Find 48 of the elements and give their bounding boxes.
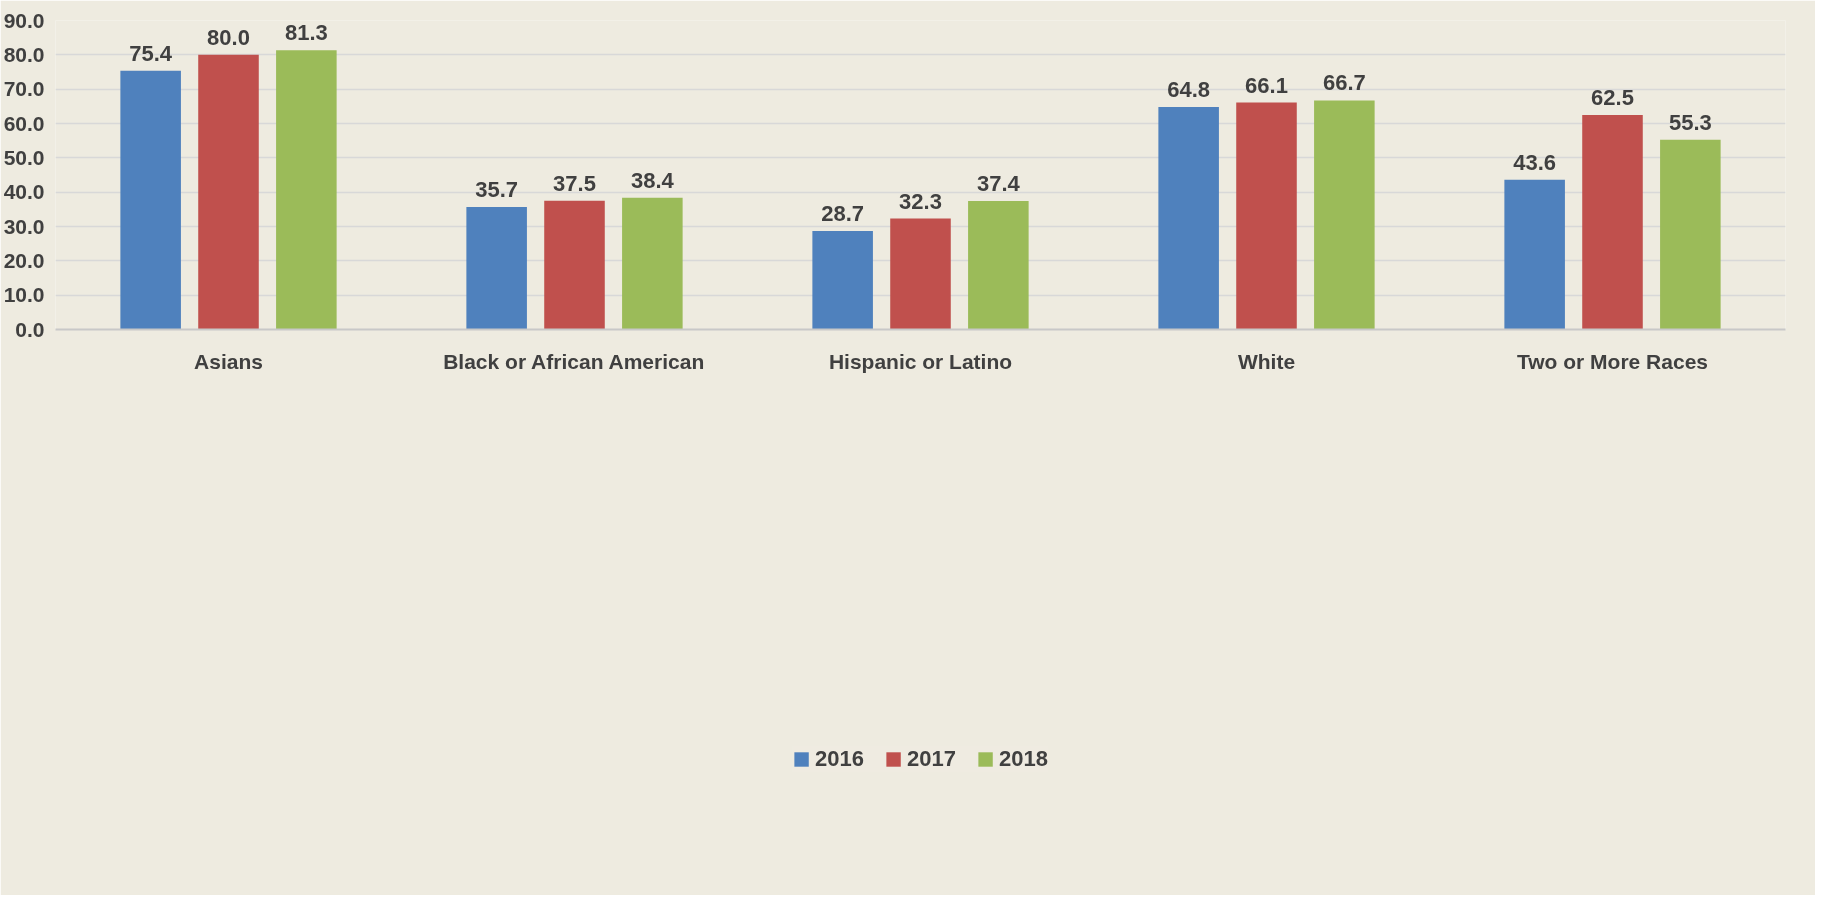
data-label: 80.0: [207, 24, 250, 50]
bar: [276, 50, 337, 330]
x-tick-label: Asians: [194, 349, 263, 373]
bar: [466, 206, 527, 330]
bar: [1158, 107, 1219, 330]
bar: [1504, 179, 1565, 330]
y-tick-label: 40.0: [3, 180, 45, 204]
data-label: 37.4: [976, 171, 1021, 197]
bar: [812, 230, 873, 330]
x-tick-label: Two or More Races: [1517, 349, 1709, 373]
bar: [1660, 139, 1721, 330]
data-label: 43.6: [1513, 149, 1557, 175]
data-label: 38.4: [630, 167, 675, 193]
y-tick-label: 50.0: [3, 145, 45, 169]
data-label: 62.5: [1591, 84, 1634, 110]
legend-label: 2018: [998, 745, 1048, 772]
data-label: 64.8: [1167, 77, 1211, 103]
y-tick-label: 70.0: [3, 77, 45, 101]
bar: [1582, 114, 1643, 330]
data-label: 35.7: [475, 176, 519, 202]
bar: [544, 200, 605, 330]
data-label: 75.4: [129, 40, 173, 66]
y-tick-label: 60.0: [3, 111, 45, 135]
bar: [622, 197, 683, 330]
x-tick-label: Hispanic or Latino: [828, 349, 1013, 373]
bar: [1314, 100, 1375, 330]
y-tick-label: 0.0: [15, 317, 45, 341]
legend-label: 2017: [907, 745, 956, 772]
y-tick-label: 80.0: [3, 42, 45, 66]
x-tick-label: White: [1237, 349, 1296, 373]
bar: [120, 70, 181, 330]
legend-label: 2016: [815, 745, 865, 772]
y-tick-label: 20.0: [3, 248, 45, 272]
bar: [1236, 102, 1297, 330]
bar: [968, 201, 1029, 330]
y-tick-label: 90.0: [3, 8, 45, 32]
bar: [198, 54, 259, 330]
data-label: 66.1: [1245, 72, 1288, 98]
bar: [890, 218, 951, 330]
data-label: 32.3: [899, 188, 942, 214]
data-label: 66.7: [1322, 70, 1366, 96]
x-tick-label: Black or African American: [443, 349, 705, 373]
data-label: 81.3: [284, 20, 328, 46]
data-label: 55.3: [1668, 109, 1712, 135]
y-tick-label: 30.0: [3, 214, 45, 238]
data-label: 28.7: [821, 200, 865, 226]
data-label: 37.5: [553, 170, 596, 196]
y-tick-label: 10.0: [3, 283, 45, 307]
